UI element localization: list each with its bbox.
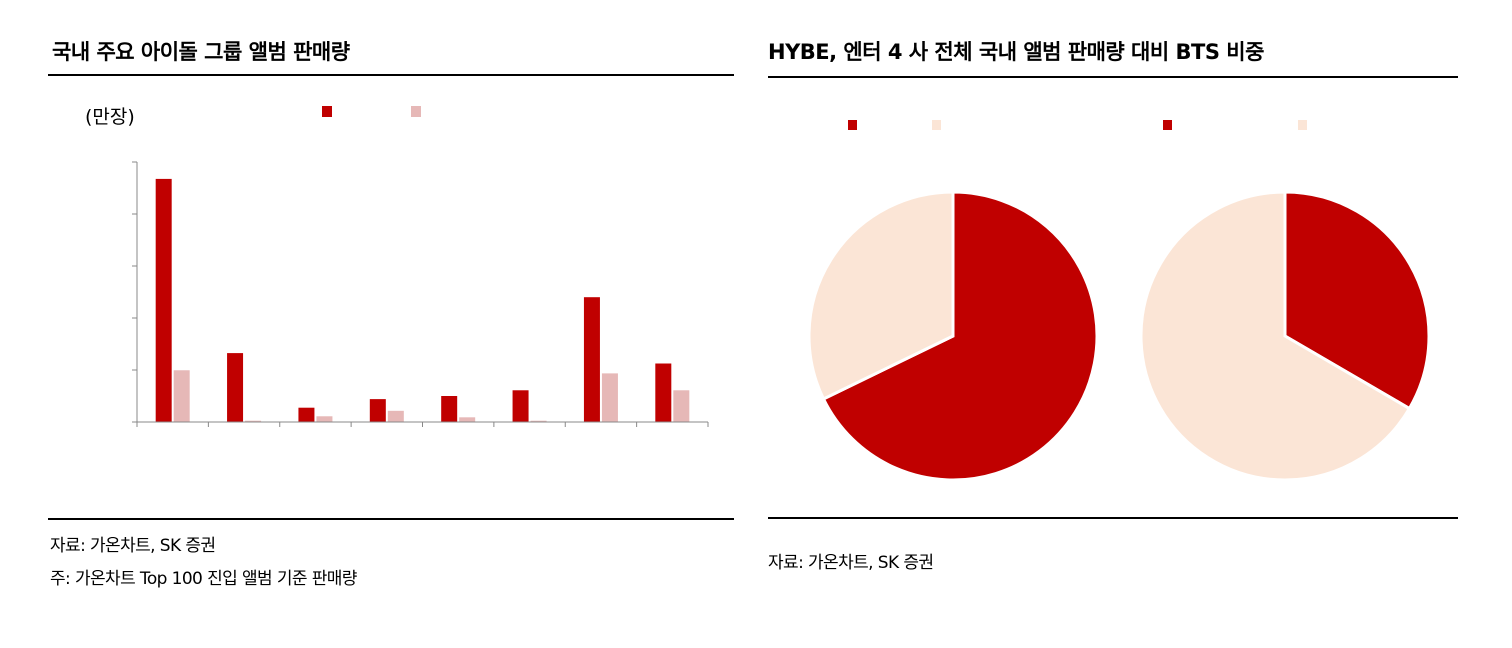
bar-2020-seventeen xyxy=(227,353,244,422)
bar-2021-bts xyxy=(173,370,190,422)
footnote: 주: 가온차트 Top 100 진입 앨범 기준 판매량 xyxy=(50,569,357,589)
bar-chart-title: 국내 주요 아이돌 그룹 앨범 판매량 xyxy=(52,40,350,64)
bar-2021-twice xyxy=(530,420,547,422)
legend-swatch xyxy=(932,120,941,130)
bar-chart-panel: 국내 주요 아이돌 그룹 앨범 판매량 (만장) 자료: 가온차트, SK 증권… xyxy=(0,0,750,648)
bar-2020-twice xyxy=(512,390,529,422)
unit-label: (만장) xyxy=(85,106,135,128)
bar-2021-seventeen xyxy=(245,420,262,422)
pie-chart-title: HYBE, 엔터 4 사 전체 국내 앨범 판매량 대비 BTS 비중 xyxy=(768,40,1264,64)
pie-slice-bts/4사 xyxy=(1283,190,1431,411)
x-axis xyxy=(136,421,709,427)
bar-2020-exo xyxy=(655,363,672,422)
bar-2020-nct xyxy=(583,297,600,422)
pie-chart-panel: HYBE, 엔터 4 사 전체 국내 앨범 판매량 대비 BTS 비중 자료: … xyxy=(760,0,1512,648)
pie-charts xyxy=(807,120,1431,482)
legend-swatch xyxy=(848,120,857,130)
legend-swatch xyxy=(1298,120,1307,130)
bar-2021-blackpink xyxy=(387,410,404,422)
bar-2020-treasure xyxy=(298,407,315,422)
bottom-rule xyxy=(768,517,1458,519)
legend-swatch-2020 xyxy=(322,106,332,117)
pie-chart-bts-hybe xyxy=(807,120,1099,482)
bar-2021-exo xyxy=(673,390,690,422)
bar-2021-nct xyxy=(601,373,618,422)
bar-2020-blackpink xyxy=(369,399,386,422)
title-rule xyxy=(768,76,1458,78)
legend-swatch-2021 xyxy=(411,106,421,117)
bar-2021-treasure xyxy=(316,416,333,422)
source-note: 자료: 가온차트, SK 증권 xyxy=(768,553,934,573)
bar-2020-stray-kids xyxy=(441,396,458,422)
y-axis xyxy=(132,161,138,423)
bottom-rule xyxy=(48,518,734,520)
pie-chart-bts-4sa xyxy=(1139,120,1431,482)
legend-swatch xyxy=(1163,120,1172,130)
bar-2020-bts xyxy=(155,178,172,422)
source-note: 자료: 가온차트, SK 증권 xyxy=(50,536,216,556)
pie-slice-bts xyxy=(821,190,1099,482)
bar-marks xyxy=(155,178,690,422)
bar-2021-stray-kids xyxy=(459,417,476,422)
bar-legend xyxy=(322,106,421,117)
pie-slice-4사-bts xyxy=(1139,190,1412,482)
bar-chart: (만장) xyxy=(85,106,709,427)
pie-slice-hybe-bts xyxy=(807,190,955,401)
title-rule xyxy=(48,74,734,76)
